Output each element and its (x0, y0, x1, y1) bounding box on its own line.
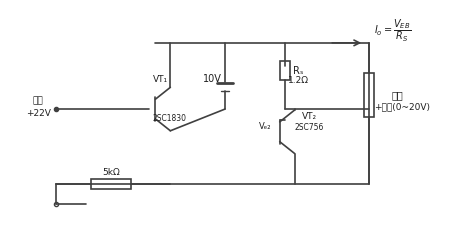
Text: VT₁: VT₁ (152, 75, 168, 84)
Text: $I_o = \dfrac{V_{EB}}{R_S}$: $I_o = \dfrac{V_{EB}}{R_S}$ (373, 18, 410, 44)
Text: 5kΩ: 5kΩ (101, 168, 119, 177)
Bar (90, 179, 130, 189)
Text: Rₛ: Rₛ (293, 66, 303, 76)
Text: +22V: +22V (26, 109, 50, 118)
Bar (364, 72, 373, 117)
Text: 2SC1830: 2SC1830 (152, 114, 186, 123)
Text: Vₑ₂: Vₑ₂ (258, 122, 270, 131)
Text: 10V: 10V (203, 74, 222, 84)
Text: VT₂: VT₂ (301, 112, 316, 121)
Text: 负载: 负载 (390, 90, 402, 100)
Text: 1.2Ω: 1.2Ω (287, 76, 308, 85)
Text: 2SC756: 2SC756 (294, 123, 324, 132)
Text: +输出(0~20V): +输出(0~20V) (373, 103, 429, 112)
Bar (279, 61, 289, 80)
Text: 输入: 输入 (33, 97, 44, 106)
